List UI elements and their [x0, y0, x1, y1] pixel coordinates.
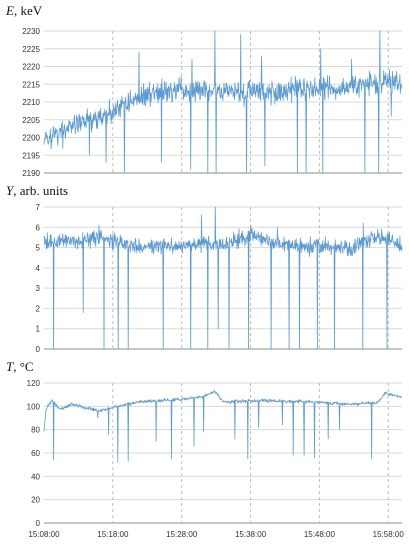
- data-series-line: [43, 206, 403, 350]
- y-tick-label: 3: [36, 284, 41, 293]
- x-tick-label: 15:38:00: [235, 530, 267, 539]
- y-tick-label: 100: [27, 402, 41, 411]
- x-tick-label: 15:08:00: [28, 530, 60, 539]
- y-tick-label: 2: [36, 304, 41, 313]
- x-tick-label: 15:48:00: [304, 530, 336, 539]
- y-tick-label: 40: [31, 472, 40, 481]
- y-tick-label: 2195: [22, 151, 40, 160]
- y-tick-label: 80: [31, 426, 40, 435]
- panel-title-yield: Y, arb. units: [6, 183, 68, 198]
- y-tick-label: 120: [27, 379, 41, 388]
- y-tick-label: 60: [31, 449, 40, 458]
- y-tick-label: 0: [36, 519, 41, 528]
- data-series-line: [43, 390, 403, 463]
- y-tick-label: 20: [31, 496, 40, 505]
- x-tick-label: 15:28:00: [166, 530, 198, 539]
- y-tick-label: 2225: [22, 45, 40, 54]
- x-tick-label: 15:58:00: [373, 530, 405, 539]
- plot-area-temperature: 0 20 40 60 80 100 120 15:08:00 15:18:00 15:28:00 1…: [27, 379, 405, 539]
- y-tick-label: 2230: [22, 27, 40, 36]
- y-tick-label: 2220: [22, 63, 40, 72]
- y-tick-label: 0: [36, 345, 41, 354]
- y-tick-label: 7: [36, 203, 41, 212]
- plot-area-energy: 2190 2195 2200 2205 2210 2215 2220 2225 2230: [22, 27, 403, 178]
- y-tick-label: 6: [36, 223, 41, 232]
- x-tick-label: 15:18:00: [97, 530, 129, 539]
- y-tick-label: 2215: [22, 80, 40, 89]
- y-tick-label: 5: [36, 244, 41, 253]
- panel-title-energy: E, keV: [5, 3, 43, 18]
- panel-title-temperature: T, °C: [6, 359, 34, 374]
- y-tick-label: 2210: [22, 98, 40, 107]
- plot-area-yield: 0 1 2 3 4 5 6 7: [36, 203, 403, 354]
- panel-yield: Y, arb. units 0 1 2 3 4 5 6 7: [6, 183, 403, 354]
- y-tick-label: 4: [36, 264, 41, 273]
- y-tick-label: 2190: [22, 169, 40, 178]
- y-tick-label: 2205: [22, 116, 40, 125]
- y-tick-label: 2200: [22, 134, 40, 143]
- panel-temperature: T, °C 0 20 40 60 80 100 120 15:08:00 15:18:00 15:…: [6, 359, 404, 539]
- panel-energy: E, keV 219021952200220522102215222022252…: [5, 3, 403, 178]
- data-series-line: [43, 30, 403, 174]
- y-tick-label: 1: [36, 325, 41, 334]
